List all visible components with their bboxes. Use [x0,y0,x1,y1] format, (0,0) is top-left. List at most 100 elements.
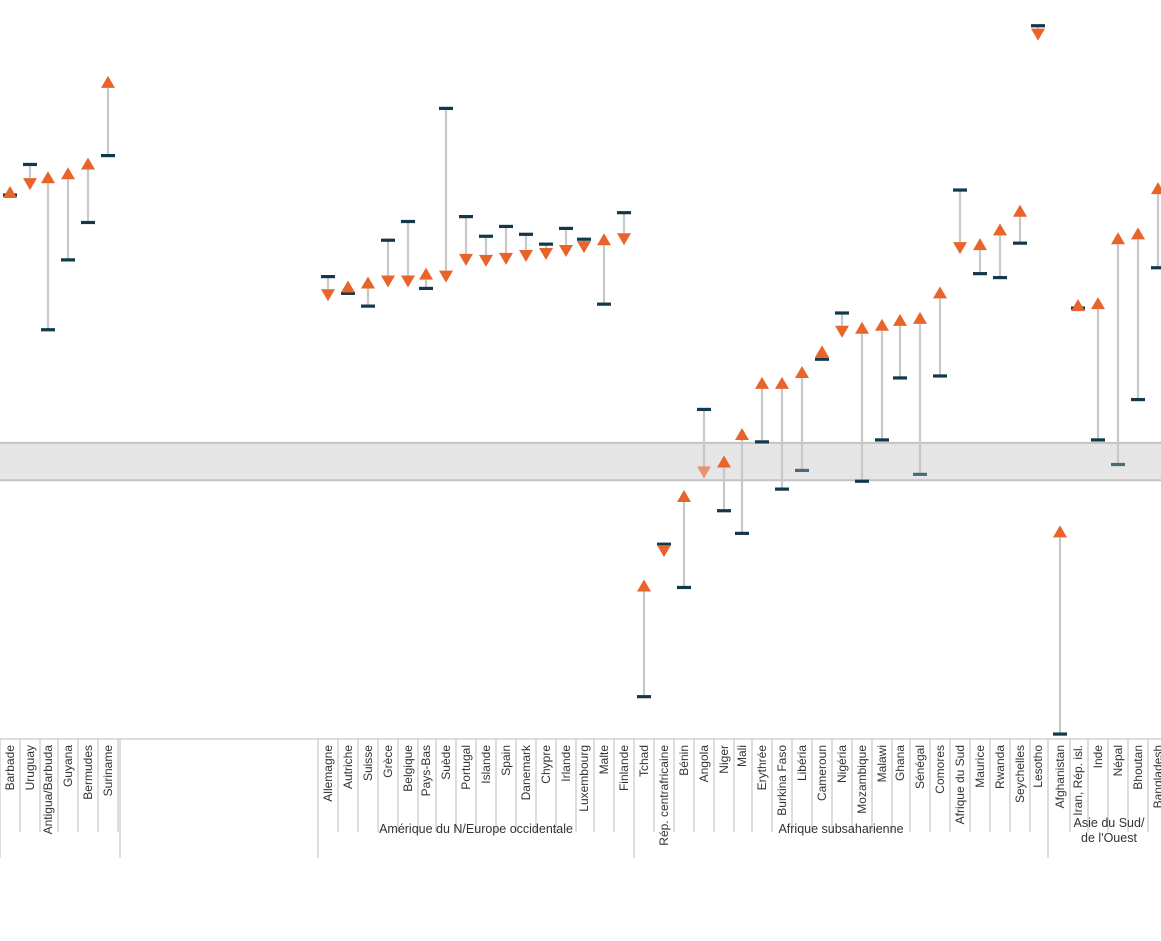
end-marker-uruguay [23,178,37,191]
tick-label-angola: Angola [697,745,711,783]
start-marker-burkina-faso [775,487,789,491]
start-marker-benin [677,585,691,590]
tick-label-bermudes: Bermudes [81,745,95,800]
start-marker-mozambique [855,479,869,483]
end-marker-benin [677,489,691,502]
end-marker-danemark [519,249,533,262]
start-marker-afrique-du-sud [953,188,967,192]
tick-label-islande: Islande [479,745,493,784]
end-marker-malte [597,233,611,246]
start-marker-liberia [795,468,809,473]
start-marker-suisse [361,304,375,308]
reference-band [0,442,1161,481]
end-marker-maurice [973,238,987,251]
end-marker-spain [499,252,513,265]
tick-label-suisse: Suisse [361,745,375,781]
start-marker-danemark [519,232,533,236]
start-marker-autriche [341,291,355,295]
tick-label-chypre: Chypre [539,745,553,784]
tick-label-portugal: Portugal [459,745,473,790]
tick-label-spain: Spain [499,745,513,776]
tick-label-mali: Mali [735,745,749,767]
start-marker-maurice [973,272,987,276]
end-marker-ghana [893,313,907,326]
start-marker-malte [597,302,611,306]
tick-label-malawi: Malawi [875,745,889,782]
end-marker-cameroun [815,345,829,358]
end-marker-pays-bas [419,267,433,280]
end-marker-afghanistan [1053,525,1067,538]
tick-label-benin: Bénin [677,745,691,776]
start-marker-senegal [913,472,927,476]
tick-label-cameroun: Cameroun [815,745,829,801]
tick-label-ghana: Ghana [893,745,907,781]
start-marker-inde [1091,438,1105,442]
end-marker-inde [1091,297,1105,310]
start-marker-niger [717,509,731,513]
start-marker-erythree [755,440,769,444]
end-marker-finlande [617,233,631,246]
end-marker-autriche [341,280,355,293]
start-marker-cameroun [815,357,829,361]
tick-label-antigua-barbuda: Antigua/Barbuda [41,745,55,835]
tick-label-pays-bas: Pays-Bas [419,745,433,796]
start-marker-suede [439,106,453,110]
end-marker-iran-rep-isl [1071,299,1085,312]
start-marker-suriname [101,154,115,158]
tick-label-rwanda: Rwanda [993,745,1007,789]
region-label-layer: Amérique du N/Europe occidentale Afrique … [379,816,1145,845]
start-marker-guyana [61,258,75,262]
start-marker-rep-centrafricaine [657,542,671,546]
tick-label-danemark: Danemark [519,744,533,800]
end-marker-niger [717,455,731,468]
end-marker-rep-centrafricaine [657,545,671,558]
end-marker-suisse [361,276,375,289]
start-marker-antigua-barbuda [41,328,55,332]
end-marker-mali [735,428,749,441]
tick-label-rep-centrafricaine: Rép. centrafricaine [657,745,671,846]
tick-label-senegal: Sénégal [913,745,927,789]
start-marker-bhoutan [1131,397,1145,402]
start-marker-portugal [459,214,473,219]
tick-label-grece: Grèce [381,745,395,778]
tick-label-afghanistan: Afghanistan [1053,745,1067,808]
end-marker-seychelles [1013,204,1027,217]
reference-band-layer [0,441,1161,482]
tick-label-nepal: Népal [1111,745,1125,776]
category-axis [0,738,1161,858]
tick-label-finlande: Finlande [617,745,631,791]
tick-label-allemagne: Allemagne [321,745,335,802]
start-marker-ghana [893,376,907,380]
start-marker-lesotho [1031,24,1045,28]
end-marker-belgique [401,275,415,288]
start-marker-allemagne [321,275,335,279]
tick-label-afrique-du-sud: Afrique du Sud [953,745,967,824]
connector-layer [8,25,1160,735]
end-marker-antigua-barbuda [41,171,55,184]
end-marker-erythree [755,376,769,389]
tick-label-tchad: Tchad [637,745,651,777]
end-marker-irlande [559,245,573,258]
region-label-afrique-subsaharienne: Afrique subsaharienne [778,822,903,836]
end-marker-bermudes [81,157,95,170]
tick-label-uruguay: Uruguay [23,745,37,790]
end-marker-burkina-faso [775,376,789,389]
start-marker-grece [381,238,395,242]
tick-label-autriche: Autriche [341,745,355,789]
start-marker-pays-bas [419,286,433,291]
tick-label-seychelles: Seychelles [1013,745,1027,803]
end-marker-bhoutan [1131,227,1145,240]
tick-label-belgique: Belgique [401,745,415,792]
start-marker-luxembourg [577,237,591,241]
tick-label-nigeria: Nigéria [835,745,849,783]
start-marker-spain [499,224,513,229]
tick-label-guyana: Guyana [61,745,75,787]
start-marker-nepal [1111,462,1125,467]
end-marker-suede [439,270,453,283]
start-marker-uruguay [23,162,37,167]
tick-label-niger: Niger [717,745,731,774]
end-marker-nepal [1111,232,1125,245]
tick-label-suriname: Suriname [101,745,115,797]
tick-label-inde: Inde [1091,745,1105,769]
start-marker-bangladesh [1151,266,1161,270]
